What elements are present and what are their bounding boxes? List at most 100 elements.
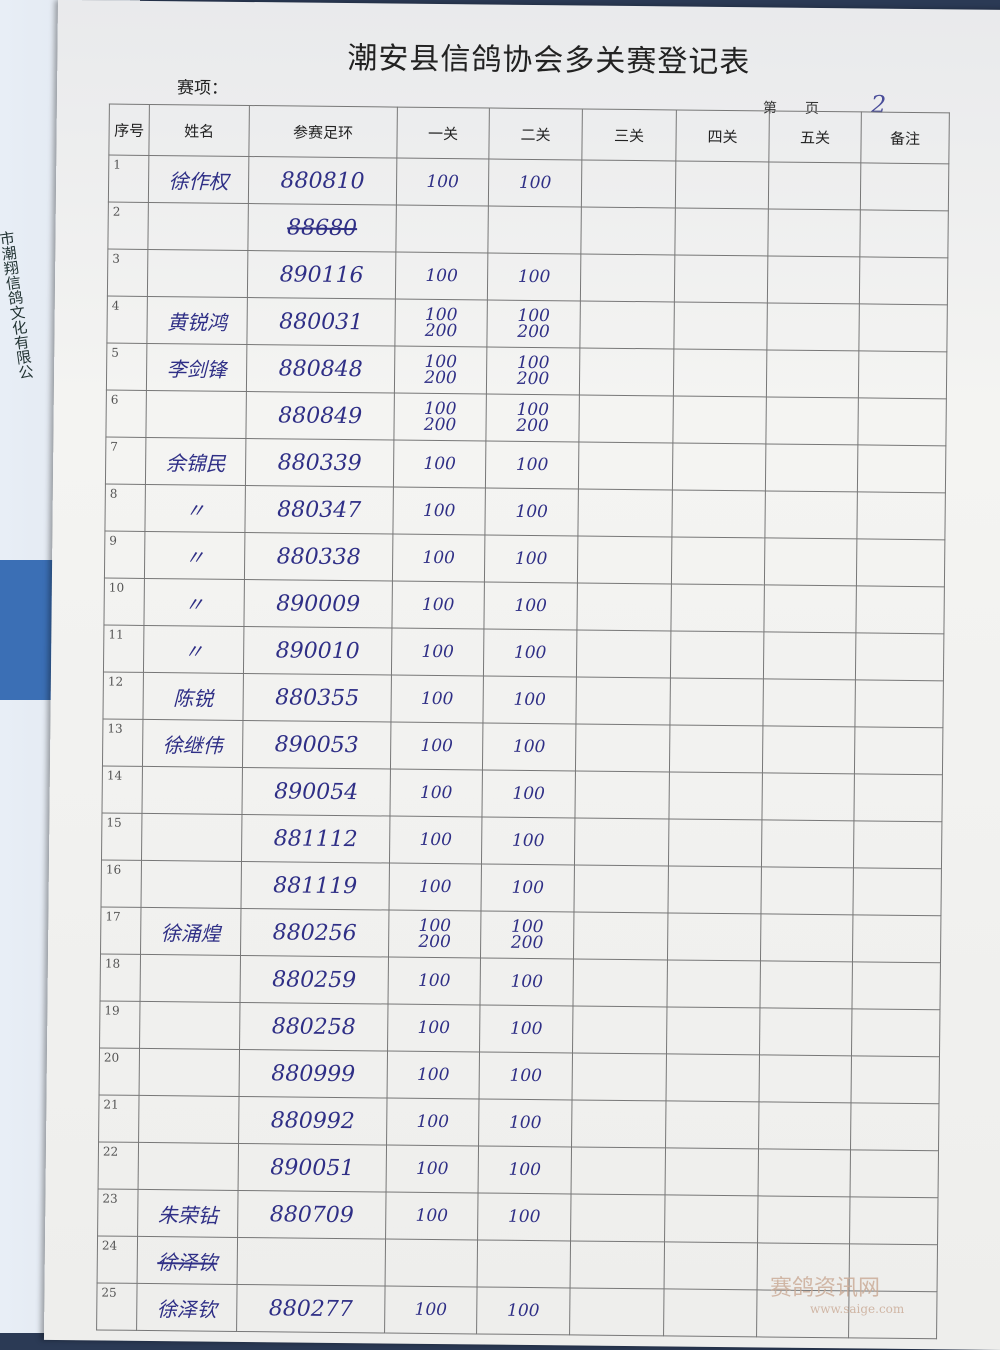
name-cell: 陈锐 (142, 672, 244, 721)
name-cell: 李剑锋 (146, 343, 247, 392)
row-number: 4 (106, 296, 148, 344)
remarks-cell (855, 632, 944, 681)
remarks-cell (859, 256, 948, 305)
stage1-cell: 100 (389, 769, 483, 817)
name-cell (147, 249, 248, 298)
stage4-cell (671, 489, 766, 538)
ring-cell (237, 1237, 386, 1286)
row-number: 18 (100, 953, 141, 1002)
stage3-cell (571, 1146, 666, 1195)
stage4-cell (666, 1006, 760, 1055)
row-number: 14 (101, 766, 143, 814)
header-stage2: 二关 (488, 108, 583, 160)
stage2-cell: 100 (479, 957, 574, 1006)
stage1-cell: 100 (395, 252, 488, 301)
remarks-cell (857, 397, 947, 446)
stage3-cell (580, 253, 675, 302)
stage5-cell (767, 208, 861, 257)
row-number: 25 (96, 1282, 138, 1331)
remarks-cell (857, 444, 946, 493)
stage1-cell: 100 (391, 581, 485, 629)
stage2-cell: 100 (487, 253, 581, 301)
stage5-cell (758, 1054, 852, 1103)
name-cell (138, 1095, 240, 1144)
stage1-cell: 100 (384, 1285, 478, 1334)
name-cell: 朱荣钻 (137, 1189, 239, 1238)
stage1-cell: 100 200 (393, 393, 487, 442)
stage3-cell (572, 958, 668, 1007)
row-number: 5 (106, 343, 147, 391)
stage3-cell (578, 394, 674, 443)
stage3-cell (577, 488, 673, 537)
stage4-cell (669, 677, 764, 726)
stage2-cell: 100 200 (486, 300, 581, 348)
watermark-url: www.saige.com (810, 1302, 905, 1316)
header-stage1: 一关 (396, 107, 490, 160)
watermark-logo: 赛鸽资讯网 www.saige.com (770, 1270, 904, 1316)
stage5-cell (766, 349, 859, 398)
name-cell: 〃 (143, 578, 245, 627)
stage1-cell: 100 (390, 722, 483, 770)
stage2-cell: 100 (477, 1192, 572, 1241)
stage3-cell (572, 1052, 667, 1101)
ring-cell: 880031 (246, 297, 396, 347)
remarks-cell (852, 867, 942, 916)
stage4-cell (668, 818, 762, 867)
stage4-cell (675, 160, 769, 209)
stage1-cell: 100 200 (388, 910, 481, 958)
row-number: 10 (103, 578, 145, 626)
ring-cell: 880810 (248, 156, 397, 206)
stage2-cell: 100 (478, 1145, 572, 1194)
registration-form: 潮安县信鸽协会多关赛登记表 赛项： 第 页 2 序号 姓名 参赛足环 一关 二关 三关 四关… (43, 0, 1000, 1350)
ring-cell: 880355 (242, 673, 392, 723)
name-cell: 黄锐鸿 (146, 296, 248, 345)
remarks-cell (853, 820, 942, 869)
remarks-cell (850, 1055, 940, 1104)
stage5-cell (760, 913, 853, 962)
stage3-cell (573, 864, 669, 913)
stage1-cell: 100 (389, 816, 482, 864)
name-cell (140, 954, 241, 1003)
header-remarks: 备注 (860, 111, 950, 164)
ring-cell: 881112 (241, 814, 390, 864)
stage4-cell (665, 1147, 759, 1196)
ring-cell: 890010 (243, 626, 392, 676)
stage2-cell: 100 (485, 441, 579, 489)
stage4-cell (672, 442, 766, 491)
name-cell: 余锦民 (145, 437, 246, 486)
header-stage3: 三关 (581, 108, 677, 161)
row-number: 19 (99, 1000, 141, 1049)
ring-cell: 890054 (241, 767, 391, 817)
stage1-cell: 100 (386, 1098, 480, 1146)
name-cell (141, 766, 243, 815)
stage3-cell (576, 582, 672, 631)
stage4-cell (663, 1288, 758, 1337)
stage4-cell (667, 865, 762, 914)
ring-cell: 88680 (247, 203, 397, 253)
stage1-cell: 100 (392, 534, 485, 582)
stage5-cell (763, 584, 857, 633)
remarks-cell (855, 585, 945, 634)
remarks-cell (854, 679, 944, 728)
stage1-cell: 100 (388, 957, 481, 1005)
stage4-cell (673, 301, 768, 350)
ring-cell: 881119 (240, 861, 390, 911)
name-cell: 徐泽钦 (136, 1283, 238, 1332)
stage5-cell (763, 631, 856, 680)
row-number: 20 (99, 1047, 140, 1096)
remarks-cell (859, 209, 949, 258)
stage3-cell (578, 441, 673, 490)
header-stage4: 四关 (675, 109, 770, 162)
stage3-cell (572, 1005, 667, 1054)
remarks-cell (850, 1149, 939, 1198)
stage4-cell (666, 1053, 760, 1102)
remarks-cell (851, 1008, 940, 1057)
stage5-cell (768, 161, 861, 210)
stage5-cell (759, 960, 853, 1009)
name-cell: 〃 (144, 484, 246, 533)
remarks-cell (853, 773, 943, 822)
stage4-cell (664, 1241, 758, 1290)
stage4-cell (673, 348, 767, 397)
stage1-cell: 100 (396, 158, 489, 207)
header-name: 姓名 (148, 104, 250, 157)
